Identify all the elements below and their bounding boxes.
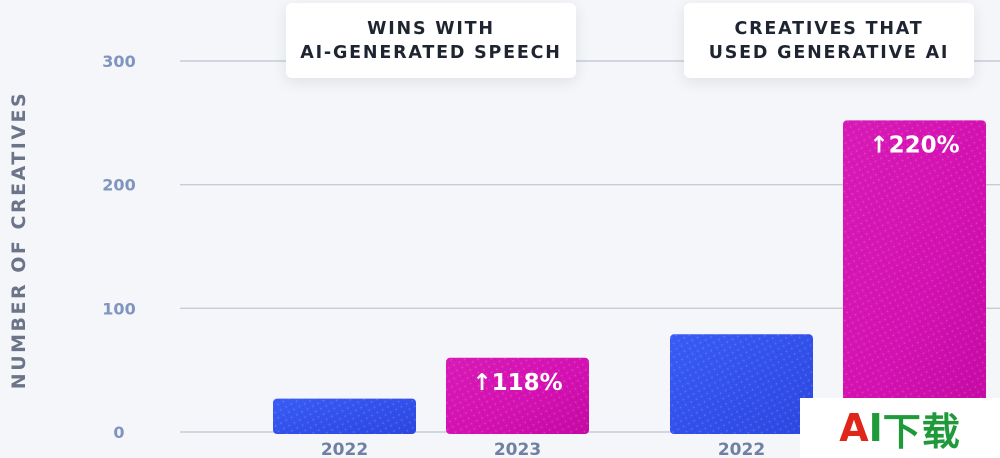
x-tick-label: 2023 <box>494 440 541 458</box>
x-tick-label: 2022 <box>321 440 368 458</box>
group-title-line: CREATIVES THAT <box>734 19 924 39</box>
y-tick-label: 300 <box>102 52 135 71</box>
group-title-card-1: WINS WITH AI-GENERATED SPEECH <box>286 3 576 78</box>
bar-texture <box>273 398 416 434</box>
group-title-line: WINS WITH <box>367 19 495 39</box>
y-tick-label: 100 <box>102 299 135 318</box>
group-title-line: AI-GENERATED SPEECH <box>300 43 562 63</box>
y-tick-label: 200 <box>102 176 135 195</box>
watermark-chinese: 下载 <box>882 409 961 454</box>
y-tick-label: 0 <box>113 423 124 442</box>
bar-texture <box>843 120 986 435</box>
x-tick-label: 2022 <box>718 440 765 458</box>
watermark-letter-a: A <box>839 406 869 450</box>
watermark-logo: A I 下载 <box>800 398 1000 458</box>
bar-texture <box>670 334 813 434</box>
bar-texture <box>446 357 589 434</box>
watermark-letter-i: I <box>868 406 883 450</box>
group-title-card-2: CREATIVES THAT USED GENERATIVE AI <box>684 3 974 78</box>
group-title-line: USED GENERATIVE AI <box>708 43 950 63</box>
bar-annotation: ↑220% <box>869 132 959 158</box>
bar-annotation: ↑118% <box>472 370 562 396</box>
